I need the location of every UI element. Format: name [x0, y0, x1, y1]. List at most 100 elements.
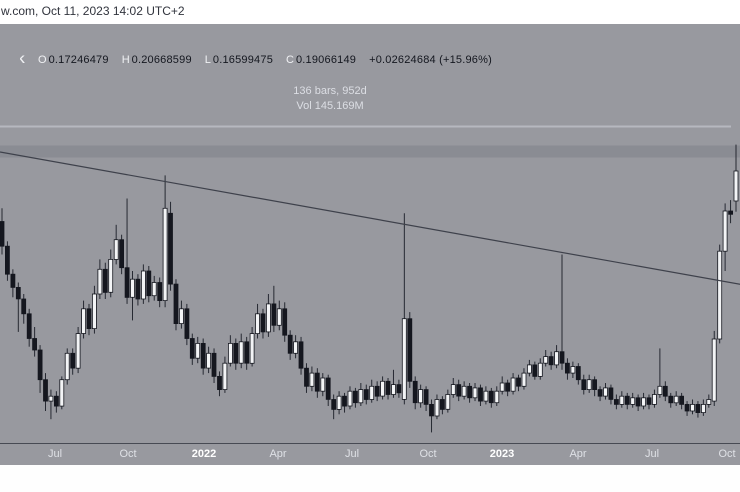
candle-body-down [581, 379, 587, 391]
page-footer [0, 465, 740, 492]
candle-body-down [385, 380, 391, 395]
candle-body-up [195, 342, 201, 359]
close-value: 0.19066149 [295, 54, 357, 66]
candle-body-up [543, 356, 549, 364]
candle-body-down [635, 397, 641, 407]
candle-body-down [679, 395, 684, 405]
candle-body-down [189, 338, 195, 359]
candle-body-down [37, 349, 43, 381]
candle-body-up [151, 282, 157, 297]
candle-body-down [478, 387, 483, 402]
candle-body-down [54, 395, 59, 407]
candle-body-up [369, 385, 375, 400]
time-axis[interactable]: Jul Oct 2022 Apr Jul Oct 2023 Apr Jul Oct [0, 443, 740, 466]
candle-body-up [434, 399, 440, 417]
candle-body-down [646, 397, 652, 405]
candle-body-down [532, 364, 538, 377]
candle-body-down [575, 366, 581, 381]
candle-body-up [450, 384, 456, 395]
price-band [0, 145, 740, 158]
descending-trendline[interactable] [0, 151, 740, 285]
page-header: w.com, Oct 11, 2023 14:02 UTC+2 [0, 0, 740, 24]
open-readout: O 0.17246479 [38, 54, 109, 66]
candle-body-up [619, 395, 625, 405]
candle-body-up [510, 377, 516, 392]
candle-body-down [668, 395, 674, 404]
candle-body-down [559, 351, 565, 364]
time-axis-year-label: 2023 [489, 448, 515, 460]
candle-body-down [157, 282, 163, 302]
time-axis-month-label: Jul [644, 448, 660, 460]
candle-body-down [516, 377, 521, 387]
candle-body-up [711, 338, 717, 402]
candle-body-up [521, 372, 527, 387]
candle-body-down [342, 395, 347, 407]
candle-body-up [227, 342, 233, 364]
candle-body-up [537, 362, 543, 377]
candle-body-up [570, 366, 576, 374]
candle-body-down [423, 389, 429, 405]
candle-body-up [140, 270, 146, 300]
candle-body-up [309, 372, 315, 387]
candle-body-down [407, 318, 413, 382]
candle-body-down [5, 245, 10, 275]
low-readout: L 0.16599475 [205, 54, 273, 66]
candle-body-down [728, 210, 733, 215]
candle-body-up [586, 379, 592, 391]
candle-body-down [488, 390, 494, 404]
close-label: C [286, 54, 294, 66]
candle-body-up [527, 364, 532, 374]
candlestick-chart[interactable] [0, 24, 740, 492]
candle-body-up [64, 352, 70, 381]
time-axis-month-label: Jul [344, 448, 360, 460]
candle-body-down [200, 342, 206, 369]
candle-body-down [592, 379, 597, 391]
time-axis-month-label: Apr [569, 448, 587, 460]
candle-body-down [43, 379, 48, 402]
candle-body-up [380, 380, 386, 397]
candle-body-down [287, 334, 293, 354]
time-axis-month-label: Apr [269, 448, 287, 460]
candle-body-up [130, 278, 135, 298]
candle-body-down [217, 375, 222, 390]
candle-body-up [461, 385, 467, 397]
candle-body-up [222, 362, 228, 391]
candle-body-down [26, 313, 32, 339]
low-label: L [204, 54, 211, 66]
candle-body-up [641, 397, 646, 407]
candle-body-down [10, 273, 16, 288]
candle-body-up [733, 170, 739, 202]
candle-body-down [244, 341, 250, 364]
candle-body-down [374, 385, 380, 397]
candle-body-up [472, 387, 478, 399]
candle-body-down [608, 387, 614, 400]
candle-body-down [363, 389, 369, 400]
candle-body-up [48, 395, 54, 402]
candle-body-down [124, 267, 130, 298]
candle-body-down [0, 221, 5, 247]
close-readout: C 0.19066149 [286, 54, 356, 66]
candle-body-down [86, 308, 92, 329]
candle-body-up [108, 258, 114, 293]
time-axis-month-label: Jul [47, 448, 63, 460]
candle-body-up [673, 395, 679, 404]
candle-body-down [505, 382, 511, 392]
candle-body-up [483, 390, 489, 402]
candle-body-up [706, 399, 712, 405]
candle-body-up [320, 377, 326, 392]
candle-body-up [92, 293, 97, 329]
candle-body-down [331, 399, 337, 410]
candle-body-down [684, 403, 690, 412]
watermark-timestamp-text: w.com, Oct 11, 2023 14:02 UTC+2 [1, 4, 185, 18]
candle-body-down [211, 352, 217, 377]
candle-body-down [298, 341, 304, 369]
time-axis-month-label: Oct [119, 448, 137, 460]
candle-body-up [358, 389, 364, 404]
candle-body-up [238, 341, 244, 364]
candle-body-down [102, 268, 108, 293]
bars-count-text: 136 bars, 952d [293, 85, 367, 97]
candle-body-down [173, 283, 179, 325]
